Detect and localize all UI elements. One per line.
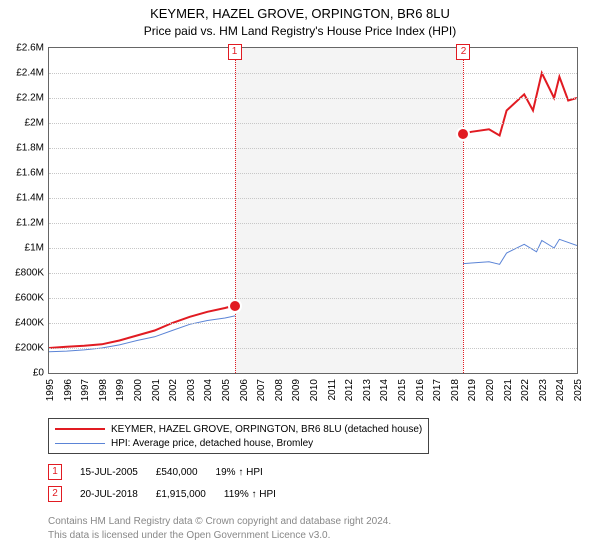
event-marker	[456, 127, 470, 141]
y-tick-label: £1M	[25, 243, 49, 254]
x-tick-label: 1995	[45, 379, 56, 401]
price-delta: 119% ↑ HPI	[224, 489, 276, 500]
y-tick-label: £0	[33, 368, 49, 379]
event-callout: 2	[456, 44, 470, 60]
y-tick-label: £200K	[15, 343, 49, 354]
event-marker	[228, 299, 242, 313]
event-vline	[463, 48, 464, 373]
x-tick-label: 1997	[80, 379, 91, 401]
x-tick-label: 2005	[221, 379, 232, 401]
x-tick-label: 2001	[151, 379, 162, 401]
x-tick-label: 2008	[274, 379, 285, 401]
y-tick-label: £2.2M	[16, 93, 49, 104]
legend-swatch	[55, 443, 105, 444]
x-tick-label: 2017	[432, 379, 443, 401]
y-tick-label: £400K	[15, 318, 49, 329]
x-tick-label: 2011	[327, 379, 338, 401]
gridline	[49, 73, 577, 74]
price-marker-ref: 1	[48, 464, 62, 480]
y-tick-label: £2M	[25, 118, 49, 129]
x-tick-label: 2003	[186, 379, 197, 401]
x-tick-label: 2014	[379, 379, 390, 401]
legend-row: HPI: Average price, detached house, Brom…	[55, 436, 422, 450]
gridline	[49, 298, 577, 299]
x-tick-label: 2025	[573, 379, 584, 401]
y-tick-label: £1.2M	[16, 218, 49, 229]
footer-text: Contains HM Land Registry data © Crown c…	[48, 516, 391, 527]
event-vline	[235, 48, 236, 373]
legend-swatch	[55, 428, 105, 430]
y-tick-label: £2.6M	[16, 43, 49, 54]
gridline	[49, 348, 577, 349]
x-tick-label: 2019	[467, 379, 478, 401]
x-tick-label: 2002	[168, 379, 179, 401]
page-subtitle: Price paid vs. HM Land Registry's House …	[0, 24, 600, 38]
highlight-band	[235, 48, 464, 373]
y-tick-label: £1.8M	[16, 143, 49, 154]
x-tick-label: 2013	[362, 379, 373, 401]
price-amount: £1,915,000	[156, 489, 206, 500]
price-row: 1 15-JUL-2005 £540,000 19% ↑ HPI	[48, 464, 263, 480]
x-tick-label: 2022	[520, 379, 531, 401]
price-date: 20-JUL-2018	[80, 489, 138, 500]
x-tick-label: 1996	[63, 379, 74, 401]
x-tick-label: 2021	[503, 379, 514, 401]
gridline	[49, 173, 577, 174]
price-delta: 19% ↑ HPI	[216, 467, 263, 478]
x-tick-label: 2006	[239, 379, 250, 401]
x-tick-label: 2000	[133, 379, 144, 401]
x-tick-label: 2004	[203, 379, 214, 401]
price-amount: £540,000	[156, 467, 198, 478]
legend-label: KEYMER, HAZEL GROVE, ORPINGTON, BR6 8LU …	[111, 424, 422, 435]
y-tick-label: £800K	[15, 268, 49, 279]
x-tick-label: 2024	[555, 379, 566, 401]
gridline	[49, 98, 577, 99]
x-tick-label: 2010	[309, 379, 320, 401]
gridline	[49, 223, 577, 224]
x-tick-label: 2016	[415, 379, 426, 401]
gridline	[49, 273, 577, 274]
x-tick-label: 2018	[450, 379, 461, 401]
x-tick-label: 2007	[256, 379, 267, 401]
chart-plot-area: 12 £0£200K£400K£600K£800K£1M£1.2M£1.4M£1…	[48, 47, 578, 374]
legend-label: HPI: Average price, detached house, Brom…	[111, 438, 313, 449]
y-tick-label: £600K	[15, 293, 49, 304]
event-callout: 1	[228, 44, 242, 60]
gridline	[49, 148, 577, 149]
y-tick-label: £1.4M	[16, 193, 49, 204]
gridline	[49, 323, 577, 324]
footer-text: This data is licensed under the Open Gov…	[48, 530, 330, 541]
legend-box: KEYMER, HAZEL GROVE, ORPINGTON, BR6 8LU …	[48, 418, 429, 454]
x-tick-label: 1998	[98, 379, 109, 401]
x-tick-label: 1999	[115, 379, 126, 401]
legend-row: KEYMER, HAZEL GROVE, ORPINGTON, BR6 8LU …	[55, 422, 422, 436]
x-tick-label: 2015	[397, 379, 408, 401]
x-tick-label: 2020	[485, 379, 496, 401]
price-date: 15-JUL-2005	[80, 467, 138, 478]
price-marker-ref: 2	[48, 486, 62, 502]
x-tick-label: 2009	[291, 379, 302, 401]
y-tick-label: £1.6M	[16, 168, 49, 179]
gridline	[49, 123, 577, 124]
page-title: KEYMER, HAZEL GROVE, ORPINGTON, BR6 8LU	[0, 6, 600, 21]
x-tick-label: 2023	[538, 379, 549, 401]
y-tick-label: £2.4M	[16, 68, 49, 79]
gridline	[49, 198, 577, 199]
gridline	[49, 248, 577, 249]
x-tick-label: 2012	[344, 379, 355, 401]
price-row: 2 20-JUL-2018 £1,915,000 119% ↑ HPI	[48, 486, 276, 502]
